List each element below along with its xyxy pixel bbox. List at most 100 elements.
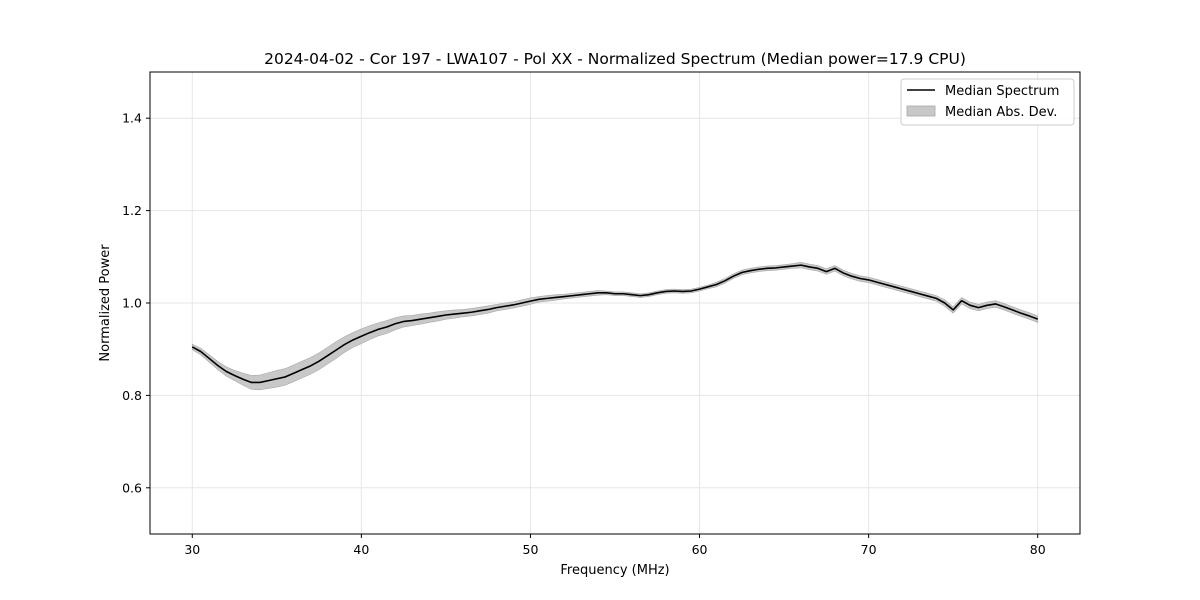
median-spectrum-point [403,321,405,323]
median-spectrum-point [335,349,337,351]
median-spectrum-point [361,335,363,337]
legend-mad-swatch [906,105,936,117]
median-spectrum-point [682,291,684,293]
median-spectrum-point [479,310,481,312]
median-spectrum-point [952,309,954,311]
median-spectrum-point [563,296,565,298]
median-spectrum-point [1020,312,1022,314]
y-tick-label: 1.0 [122,296,142,311]
median-spectrum-point [995,303,997,305]
median-spectrum-point [580,294,582,296]
median-spectrum-point [268,380,270,382]
x-tick-label: 50 [523,542,539,557]
x-tick-label: 80 [1030,542,1046,557]
x-tick-label: 70 [861,542,877,557]
median-spectrum-point [530,300,532,302]
median-spectrum-point [826,271,828,273]
median-spectrum-point [716,284,718,286]
median-spectrum-point [487,309,489,311]
median-spectrum-point [842,272,844,274]
median-spectrum-point [301,369,303,371]
median-abs-dev-band [191,262,1039,391]
median-spectrum-point [344,344,346,346]
median-spectrum-point [927,295,929,297]
x-axis: 30 40 50 60 70 80 [184,534,1046,557]
median-spectrum-point [766,268,768,270]
median-spectrum-point [919,293,921,295]
median-spectrum-point [834,268,836,270]
median-spectrum-point [690,290,692,292]
median-spectrum-point [259,382,261,384]
median-spectrum-point [758,268,760,270]
median-spectrum-point [859,278,861,280]
median-spectrum-point [817,268,819,270]
median-spectrum-point [1012,309,1014,311]
median-spectrum-point [935,298,937,300]
legend: Median Spectrum Median Abs. Dev. [900,78,1075,126]
median-spectrum-point [284,376,286,378]
median-spectrum-point [978,307,980,309]
median-spectrum-point [597,292,599,294]
median-spectrum-point [606,292,608,294]
median-spectrum-point [944,302,946,304]
median-spectrum-point [699,288,701,290]
median-spectrum-point [454,313,456,315]
median-spectrum-point [749,270,751,272]
median-spectrum-point [868,279,870,281]
median-spectrum-line [191,264,1039,384]
median-spectrum-point [792,265,794,267]
median-spectrum-point [310,365,312,367]
median-spectrum-point [386,326,388,328]
median-spectrum-point [293,372,295,374]
median-spectrum-point [809,266,811,268]
median-spectrum-point [251,382,253,384]
median-spectrum-point [910,291,912,293]
median-spectrum-point [707,286,709,288]
y-tick-label: 1.4 [122,111,142,126]
median-spectrum-point [851,275,853,277]
median-spectrum-point [800,264,802,266]
median-spectrum-point [217,365,219,367]
y-tick-label: 0.8 [122,388,142,403]
median-spectrum-point [521,302,523,304]
median-spectrum-point [1037,318,1039,320]
median-spectrum-point [428,317,430,319]
median-spectrum-point [648,294,650,296]
median-spectrum-point [411,320,413,322]
median-spectrum-point [775,267,777,269]
median-spectrum-point [640,295,642,297]
legend-median-abs-dev: Median Abs. Dev. [945,105,1057,120]
median-spectrum-point [656,292,658,294]
median-spectrum-point [352,339,354,341]
median-spectrum-point [885,284,887,286]
median-spectrum-point [631,294,633,296]
median-spectrum-point [538,299,540,301]
median-spectrum-point [1003,306,1005,308]
x-tick-label: 30 [184,542,200,557]
x-axis-label: Frequency (MHz) [560,563,669,578]
median-spectrum-point [741,272,743,274]
median-spectrum-point [614,293,616,295]
median-spectrum-point [513,304,515,306]
median-spectrum-point [462,312,464,314]
y-tick-label: 0.6 [122,480,142,495]
median-spectrum-point [437,316,439,318]
median-spectrum-point [969,305,971,307]
median-spectrum-point [665,291,667,293]
median-spectrum-point [327,355,329,357]
median-spectrum-point [724,280,726,282]
median-spectrum-point [394,323,396,325]
median-spectrum-point [783,266,785,268]
median-spectrum-point [420,318,422,320]
median-spectrum-point [496,307,498,309]
median-spectrum-point [733,275,735,277]
median-spectrum-point [876,281,878,283]
median-spectrum-point [555,297,557,299]
median-spectrum-point [318,360,320,362]
median-spectrum-point [200,351,202,353]
median-spectrum-point [547,298,549,300]
chart-title: 2024-04-02 - Cor 197 - LWA107 - Pol XX -… [264,50,966,68]
median-spectrum-point [961,300,963,302]
x-tick-label: 60 [692,542,708,557]
